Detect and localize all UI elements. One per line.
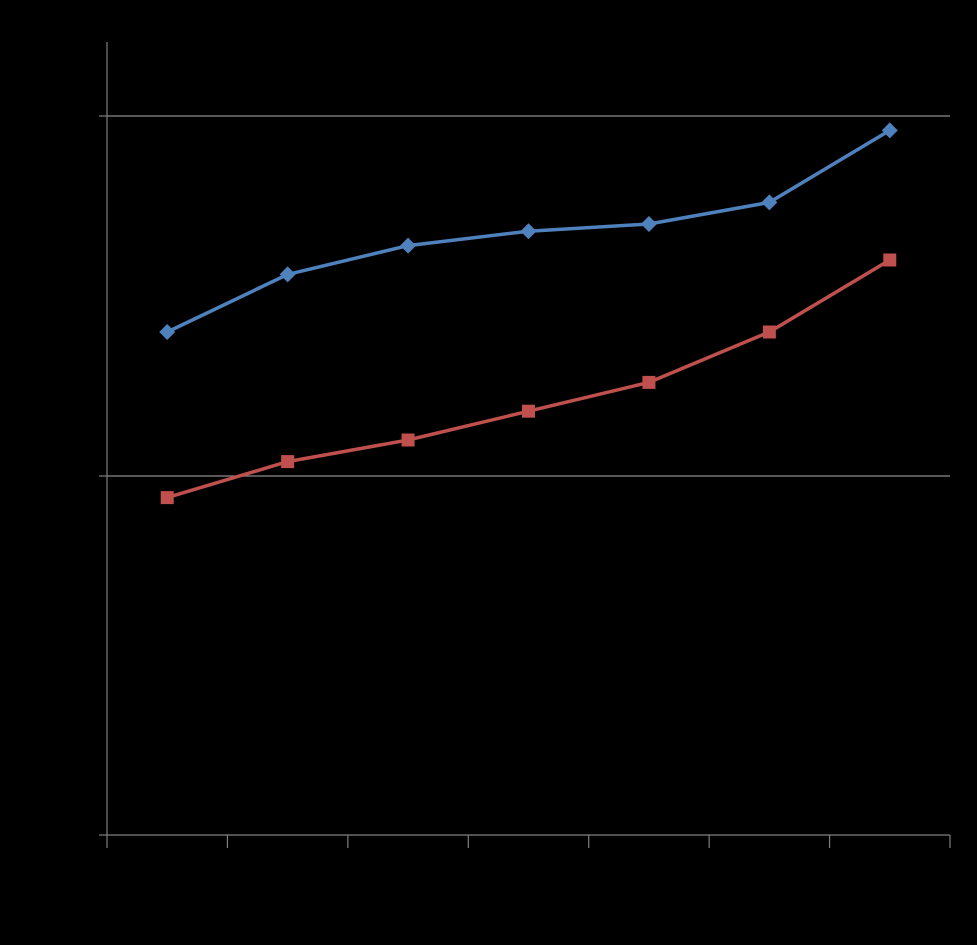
series-1-point [640, 216, 657, 232]
series-1-point [400, 237, 417, 254]
series-1-point [279, 266, 296, 283]
series-2-point [160, 491, 174, 505]
series-2-point [642, 375, 656, 389]
series-2-line [166, 258, 891, 500]
series-1-point [159, 324, 176, 340]
series-2-point [762, 325, 776, 339]
series-2-point [401, 433, 415, 447]
gridlines [107, 115, 950, 477]
axes [99, 42, 951, 848]
series-2-point [281, 455, 295, 469]
series-1-point [881, 122, 898, 139]
series-1-point [761, 194, 778, 211]
series-2-point [522, 404, 535, 418]
series-layer [159, 122, 898, 505]
series-1-point [520, 223, 537, 240]
series-2-point [883, 253, 897, 267]
